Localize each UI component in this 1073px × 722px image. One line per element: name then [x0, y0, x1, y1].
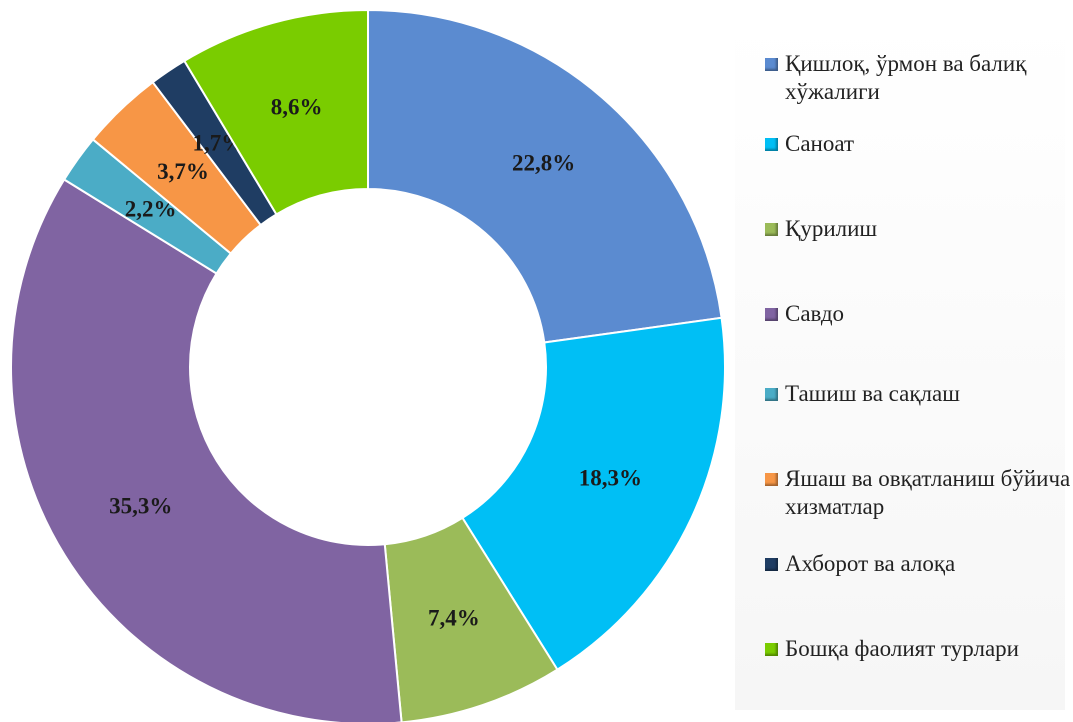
legend-swatch	[765, 473, 778, 486]
legend-swatch	[765, 58, 778, 71]
legend-item: Яшаш ва овқатланиш бўйича хизматлар	[765, 465, 1073, 521]
legend-label: Қишлоқ, ўрмон ва балиқ хўжалиги	[785, 51, 1027, 104]
data-label: 7,4%	[428, 606, 480, 631]
legend-label: Яшаш ва овқатланиш бўйича хизматлар	[785, 466, 1071, 519]
legend-label: Қурилиш	[785, 216, 878, 241]
legend-item: Бошқа фаолият турлари	[765, 635, 1073, 663]
legend-swatch	[765, 223, 778, 236]
legend-label: Саноат	[785, 131, 855, 156]
legend-label: Ахборот ва алоқа	[785, 551, 956, 576]
legend-item: Савдо	[765, 300, 1073, 328]
legend-item: Ахборот ва алоқа	[765, 550, 1073, 578]
donut-slice	[461, 316, 726, 671]
donut-slice	[182, 8, 369, 216]
data-label: 3,7%	[157, 159, 209, 184]
data-label: 8,6%	[271, 94, 323, 119]
chart: 22,8%18,3%7,4%35,3%2,2%3,7%1,7%8,6%	[10, 8, 726, 722]
legend-swatch	[765, 558, 778, 571]
legend-label: Савдо	[785, 301, 845, 326]
legend-swatch	[765, 308, 778, 321]
legend-item: Қурилиш	[765, 215, 1073, 243]
data-label: 18,3%	[579, 465, 642, 490]
legend-label: Бошқа фаолият турлари	[785, 636, 1019, 661]
donut-slice	[383, 516, 559, 722]
data-label: 22,8%	[512, 151, 575, 176]
donut-slice	[367, 8, 723, 344]
legend-item: Қишлоқ, ўрмон ва балиқ хўжалиги	[765, 50, 1073, 106]
legend-item: Ташиш ва сақлаш	[765, 380, 1073, 408]
legend-swatch	[765, 138, 778, 151]
legend-item: Саноат	[765, 130, 1073, 158]
legend: Қишлоқ, ўрмон ва балиқ хўжалиги Саноат Қур…	[735, 20, 1070, 710]
donut-slice	[10, 178, 403, 722]
legend-swatch	[765, 643, 778, 656]
data-label: 35,3%	[109, 493, 172, 518]
legend-label: Ташиш ва сақлаш	[785, 381, 960, 406]
legend-swatch	[765, 388, 778, 401]
